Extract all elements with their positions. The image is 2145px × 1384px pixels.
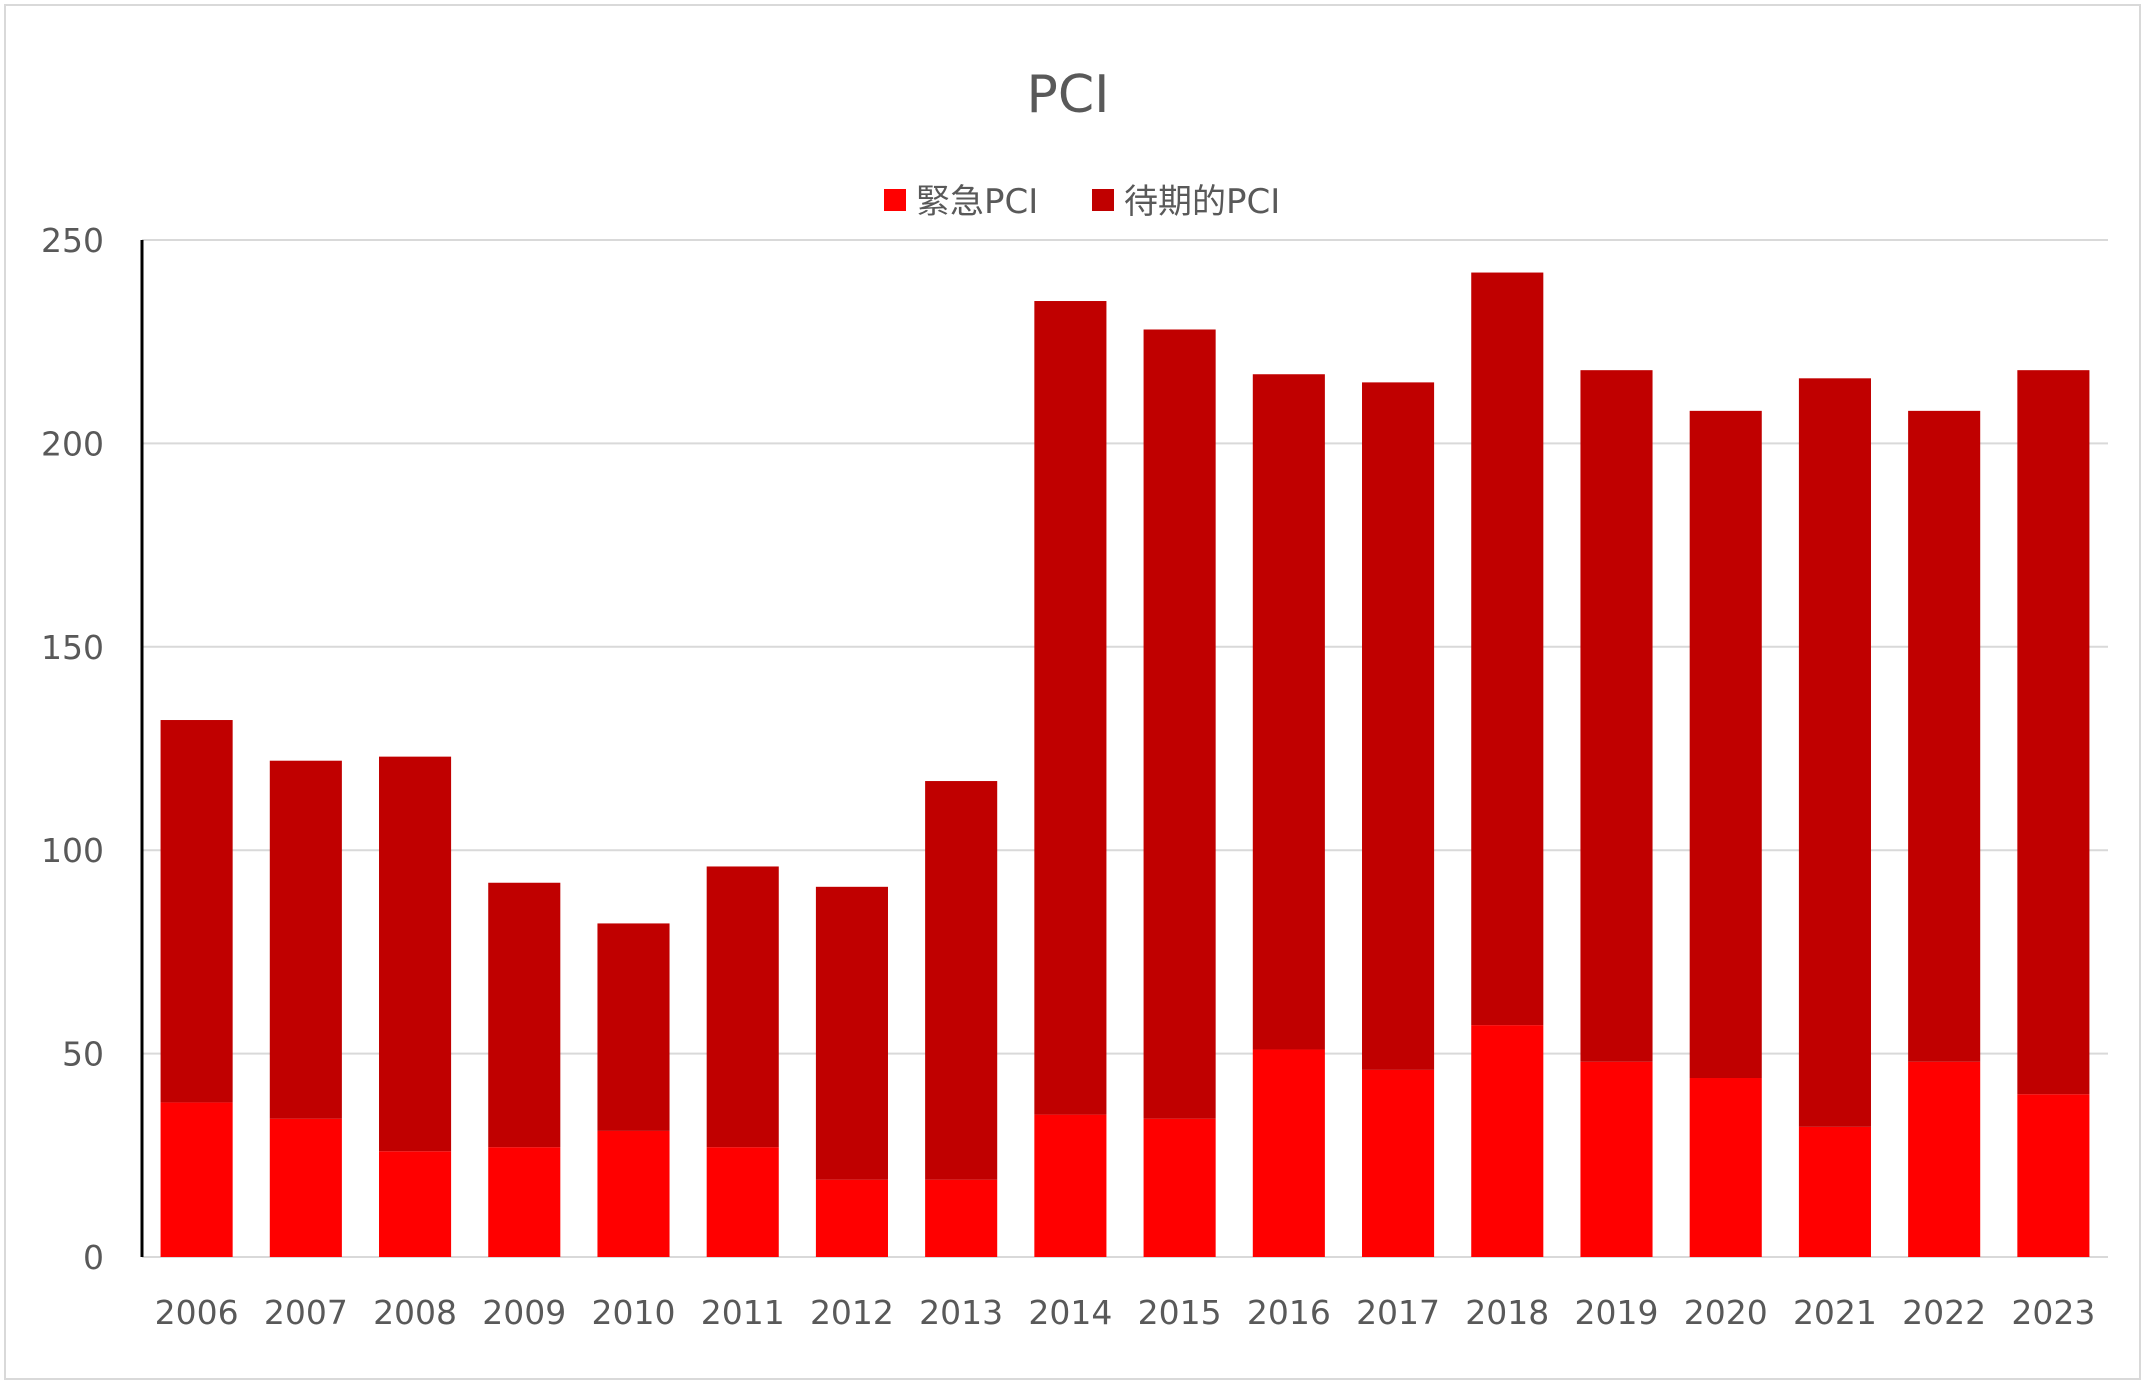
bar-elective-2017 [1362, 382, 1435, 1070]
x-tick-label-2011: 2011 [701, 1293, 785, 1332]
legend-swatch-emergency-pci [884, 189, 906, 211]
x-tick-label-2014: 2014 [1028, 1293, 1112, 1332]
x-tick-label-2012: 2012 [810, 1293, 894, 1332]
bar-elective-2008 [379, 756, 452, 1152]
bar-elective-2023 [2017, 370, 2090, 1095]
bar-elective-2013 [925, 781, 998, 1180]
legend-label-emergency-pci: 緊急PCI [916, 182, 1038, 222]
bar-elective-2006 [160, 720, 233, 1103]
x-tick-label-2009: 2009 [482, 1293, 566, 1332]
x-axis-ticks: 2006 2007 2008 2009 2010 2011 2012 2013 2014 2015… [155, 1293, 2096, 1332]
legend: 緊急PCI 待期的PCI [884, 182, 1280, 222]
x-tick-label-2019: 2019 [1575, 1293, 1659, 1332]
bar-emergency-2023 [2017, 1094, 2090, 1257]
x-tick-label-2020: 2020 [1684, 1293, 1768, 1332]
bar-emergency-2011 [706, 1147, 779, 1257]
bar-emergency-2007 [269, 1118, 342, 1257]
bar-elective-2016 [1252, 374, 1325, 1050]
bar-emergency-2021 [1798, 1126, 1871, 1257]
x-tick-label-2010: 2010 [592, 1293, 676, 1332]
bar-emergency-2016 [1252, 1049, 1325, 1257]
bar-emergency-2017 [1362, 1069, 1435, 1257]
y-axis-ticks: 0 50 100 150 200 250 [41, 221, 104, 1277]
x-tick-label-2022: 2022 [1902, 1293, 1986, 1332]
bar-elective-2014 [1034, 301, 1107, 1115]
bar-emergency-2022 [1908, 1061, 1981, 1257]
bar-elective-2007 [269, 760, 342, 1119]
x-tick-label-2018: 2018 [1465, 1293, 1549, 1332]
y-tick-label-150: 150 [41, 628, 104, 667]
bars [160, 272, 2090, 1257]
bar-elective-2020 [1689, 410, 1762, 1079]
legend-label-elective-pci: 待期的PCI [1124, 182, 1280, 222]
legend-swatch-elective-pci [1092, 189, 1114, 211]
y-tick-label-100: 100 [41, 831, 104, 870]
x-tick-label-2006: 2006 [155, 1293, 239, 1332]
bar-emergency-2018 [1471, 1025, 1544, 1257]
bar-emergency-2013 [925, 1179, 998, 1257]
x-tick-label-2017: 2017 [1356, 1293, 1440, 1332]
x-tick-label-2015: 2015 [1138, 1293, 1222, 1332]
bar-emergency-2009 [488, 1147, 561, 1257]
bar-emergency-2006 [160, 1102, 233, 1257]
bar-elective-2021 [1798, 378, 1871, 1127]
x-tick-label-2023: 2023 [2011, 1293, 2095, 1332]
x-tick-label-2008: 2008 [373, 1293, 457, 1332]
bar-elective-2015 [1143, 329, 1216, 1119]
bar-emergency-2019 [1580, 1061, 1653, 1257]
bar-elective-2011 [706, 866, 779, 1148]
x-tick-label-2016: 2016 [1247, 1293, 1331, 1332]
y-tick-label-50: 50 [62, 1035, 104, 1074]
gridlines [142, 239, 2108, 1258]
y-tick-label-200: 200 [41, 424, 104, 463]
bar-elective-2019 [1580, 370, 1653, 1062]
bar-emergency-2010 [597, 1130, 670, 1257]
chart-title: PCI [1026, 65, 1109, 125]
bar-emergency-2012 [815, 1179, 888, 1257]
bar-elective-2018 [1471, 272, 1544, 1026]
bar-emergency-2008 [379, 1151, 452, 1257]
x-tick-label-2013: 2013 [919, 1293, 1003, 1332]
bar-elective-2010 [597, 923, 670, 1131]
x-tick-label-2007: 2007 [264, 1293, 348, 1332]
bar-emergency-2020 [1689, 1078, 1762, 1257]
x-tick-label-2021: 2021 [1793, 1293, 1877, 1332]
y-tick-label-250: 250 [41, 221, 104, 260]
bar-elective-2009 [488, 882, 561, 1148]
bar-elective-2012 [815, 886, 888, 1180]
bar-emergency-2014 [1034, 1114, 1107, 1257]
bar-elective-2022 [1908, 410, 1981, 1062]
y-tick-label-0: 0 [83, 1238, 104, 1277]
bar-emergency-2015 [1143, 1118, 1216, 1257]
